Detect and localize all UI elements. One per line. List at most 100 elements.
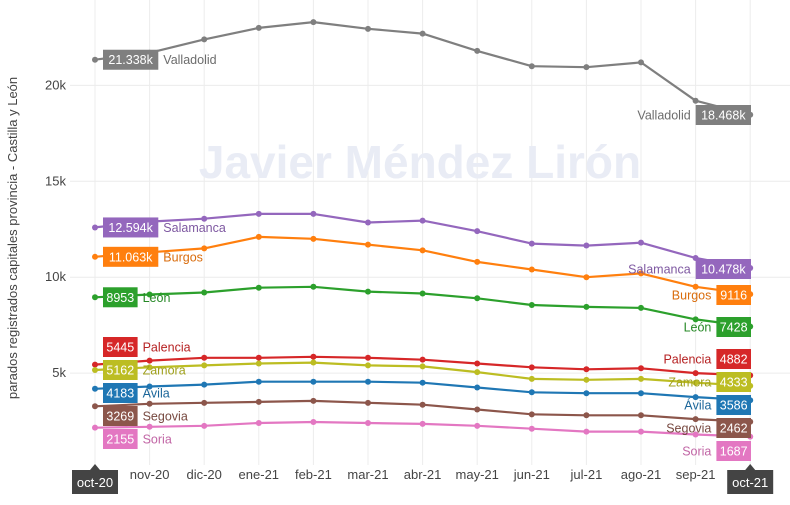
x-tick-label: jul-21 [570,467,603,482]
y-tick-label: 20k [45,77,66,92]
data-point [255,360,262,367]
end-value-box [695,105,751,125]
data-point [474,360,481,367]
x-tick-label: nov-20 [130,467,170,482]
start-value-box [103,360,138,380]
data-point [692,283,699,290]
data-point [692,97,699,104]
data-point [528,364,535,371]
data-point [474,258,481,265]
data-point [638,375,644,382]
data-point [255,398,262,405]
data-point [474,369,481,376]
start-value-box [103,287,138,308]
end-value-label: 4882 [720,353,748,367]
start-series-name: Segovia [143,410,188,424]
data-point [419,420,426,427]
x-tick-label: oct-20 [77,475,113,490]
end-value-label: 10.478k [701,263,746,277]
start-series-name: Palencia [143,341,191,355]
data-point [474,406,481,413]
data-point [474,422,481,429]
end-value-label: 18.468k [701,109,746,123]
start-value-label: 12.594k [108,221,153,235]
data-point [638,412,644,419]
x-tick-label: jun-21 [513,467,550,482]
end-series-name: Palencia [663,353,711,367]
x-tick-label: oct-21 [732,475,768,490]
data-point [201,354,208,361]
data-point [528,389,535,396]
x-highlight-pointer [90,464,100,470]
data-point [310,419,317,426]
data-point [419,363,426,370]
data-point [255,210,262,217]
data-point [419,217,426,224]
data-point [92,253,98,260]
data-point [201,399,208,406]
data-point [474,295,481,302]
data-point [255,233,262,240]
data-point [638,365,644,372]
data-point [692,370,699,377]
x-highlight-box [727,470,774,494]
data-point [419,30,426,37]
data-point [638,59,644,66]
data-point [638,270,644,277]
start-series-name: Ávila [143,386,170,401]
data-point [201,362,208,369]
data-point [92,224,98,231]
y-tick-label: 5k [52,365,66,380]
data-point [255,419,262,426]
data-point [419,379,426,386]
data-point [92,424,98,431]
data-point [310,359,317,366]
y-tick-label: 15k [45,173,66,188]
end-value-label: 2462 [720,422,748,436]
start-series-name: Valladolid [163,53,216,67]
data-point [692,416,699,423]
start-value-box [103,246,159,267]
x-axis: oct-20 nov-20 dic-20 ene-21 feb-21 mar-21 abr-… [72,464,774,494]
data-point [583,274,590,281]
start-value-label: 5162 [106,364,134,378]
data-point [474,384,481,391]
data-point [365,354,371,361]
data-point [474,47,481,54]
start-series-name: Soria [143,433,172,447]
data-point [146,357,153,364]
end-value-box [716,349,751,369]
data-point [528,375,535,382]
data-point [365,288,371,295]
data-point [310,283,317,290]
watermark-text: Javier Méndez Lirón [199,136,641,188]
data-point [310,19,317,26]
end-series-name: Burgos [672,289,712,303]
data-point [419,356,426,363]
data-point [201,245,208,252]
data-point [528,240,535,247]
end-value-box [716,395,751,415]
end-value-box [716,372,751,392]
start-value-box [103,429,138,449]
end-value-box [716,418,751,438]
end-value-box [716,441,751,461]
data-point [365,419,371,426]
data-point [692,316,699,323]
data-point [255,24,262,31]
x-highlight-pointer [745,464,756,470]
data-point [583,390,590,397]
data-point [365,378,371,385]
x-highlight-box [72,470,118,494]
data-point [528,63,535,70]
data-point [201,36,208,43]
end-series-name: Soria [682,445,711,459]
end-series-name: Segovia [666,422,711,436]
data-point [92,403,98,410]
data-point [310,210,317,217]
x-tick-label: dic-20 [186,467,221,482]
data-point [146,400,153,407]
start-value-box [103,337,138,357]
x-tick-label: may-21 [456,467,499,482]
